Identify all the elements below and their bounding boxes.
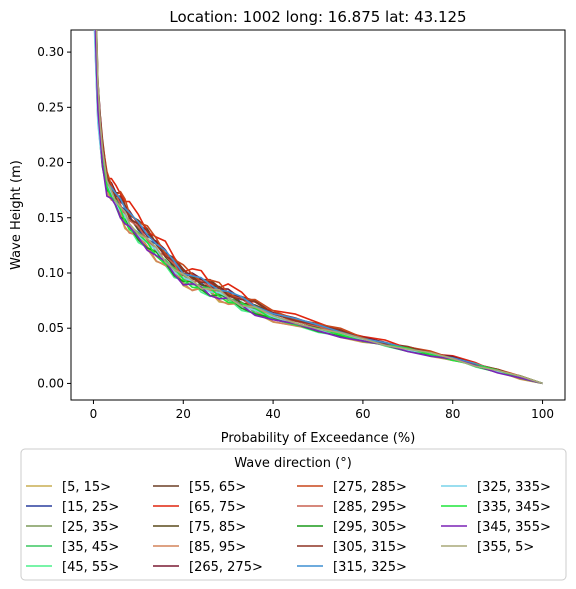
legend-label: [355, 5>	[477, 540, 534, 555]
x-tick-label: 80	[445, 407, 460, 421]
y-tick-label: 0.25	[37, 100, 64, 114]
x-axis: 0 20 40 60 80 100	[90, 400, 554, 421]
series-line	[94, 30, 543, 385]
legend-label: [45, 55>	[62, 560, 119, 575]
x-tick-label: 100	[531, 407, 554, 421]
y-tick-label: 0.00	[37, 376, 64, 390]
y-axis: 0.00 0.05 0.10 0.15 0.20 0.25 0.30	[37, 45, 71, 390]
legend-label: [345, 355>	[477, 520, 551, 535]
plot-area	[70, 29, 566, 401]
legend-label: [315, 325>	[333, 560, 407, 575]
legend-label: [65, 75>	[189, 500, 246, 515]
legend-label: [295, 305>	[333, 520, 407, 535]
y-tick-label: 0.05	[37, 321, 64, 335]
legend-label: [335, 345>	[477, 500, 551, 515]
series-layer	[93, 30, 543, 385]
legend: Wave direction (°) [5, 15> [15, 25> [25, 3…	[20, 448, 567, 581]
legend-label: [305, 315>	[333, 540, 407, 555]
legend-label: [55, 65>	[189, 480, 246, 495]
legend-label: [75, 85>	[189, 520, 246, 535]
x-axis-label: Probability of Exceedance (%)	[221, 431, 416, 446]
legend-label: [35, 45>	[62, 540, 119, 555]
legend-title: Wave direction (°)	[234, 456, 352, 471]
legend-label: [25, 35>	[62, 520, 119, 535]
plot-frame	[70, 29, 566, 401]
legend-label: [5, 15>	[62, 480, 111, 495]
x-tick-label: 60	[355, 407, 370, 421]
legend-frame	[20, 448, 567, 581]
chart-title: Location: 1002 long: 16.875 lat: 43.125	[169, 8, 466, 26]
y-tick-label: 0.10	[37, 266, 64, 280]
legend-entries: [5, 15> [15, 25> [25, 35> [35, 45> [45, 55> […	[26, 480, 551, 575]
legend-label: [15, 25>	[62, 500, 119, 515]
y-tick-label: 0.30	[37, 45, 64, 59]
series-line	[95, 30, 543, 385]
y-tick-label: 0.20	[37, 156, 64, 170]
legend-label: [265, 275>	[189, 560, 263, 575]
y-tick-label: 0.15	[37, 211, 64, 225]
legend-label: [285, 295>	[333, 500, 407, 515]
x-tick-label: 40	[265, 407, 280, 421]
x-tick-label: 0	[90, 407, 98, 421]
series-line	[95, 30, 543, 385]
legend-label: [85, 95>	[189, 540, 246, 555]
legend-label: [325, 335>	[477, 480, 551, 495]
x-tick-label: 20	[176, 407, 191, 421]
y-axis-label: Wave Height (m)	[9, 160, 24, 270]
legend-label: [275, 285>	[333, 480, 407, 495]
